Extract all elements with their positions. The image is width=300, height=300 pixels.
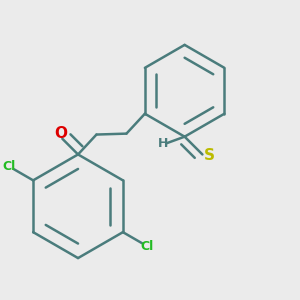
Text: H: H — [158, 137, 168, 150]
Text: S: S — [203, 148, 214, 163]
Text: Cl: Cl — [2, 160, 15, 173]
Text: Cl: Cl — [141, 240, 154, 253]
Text: O: O — [54, 126, 67, 141]
